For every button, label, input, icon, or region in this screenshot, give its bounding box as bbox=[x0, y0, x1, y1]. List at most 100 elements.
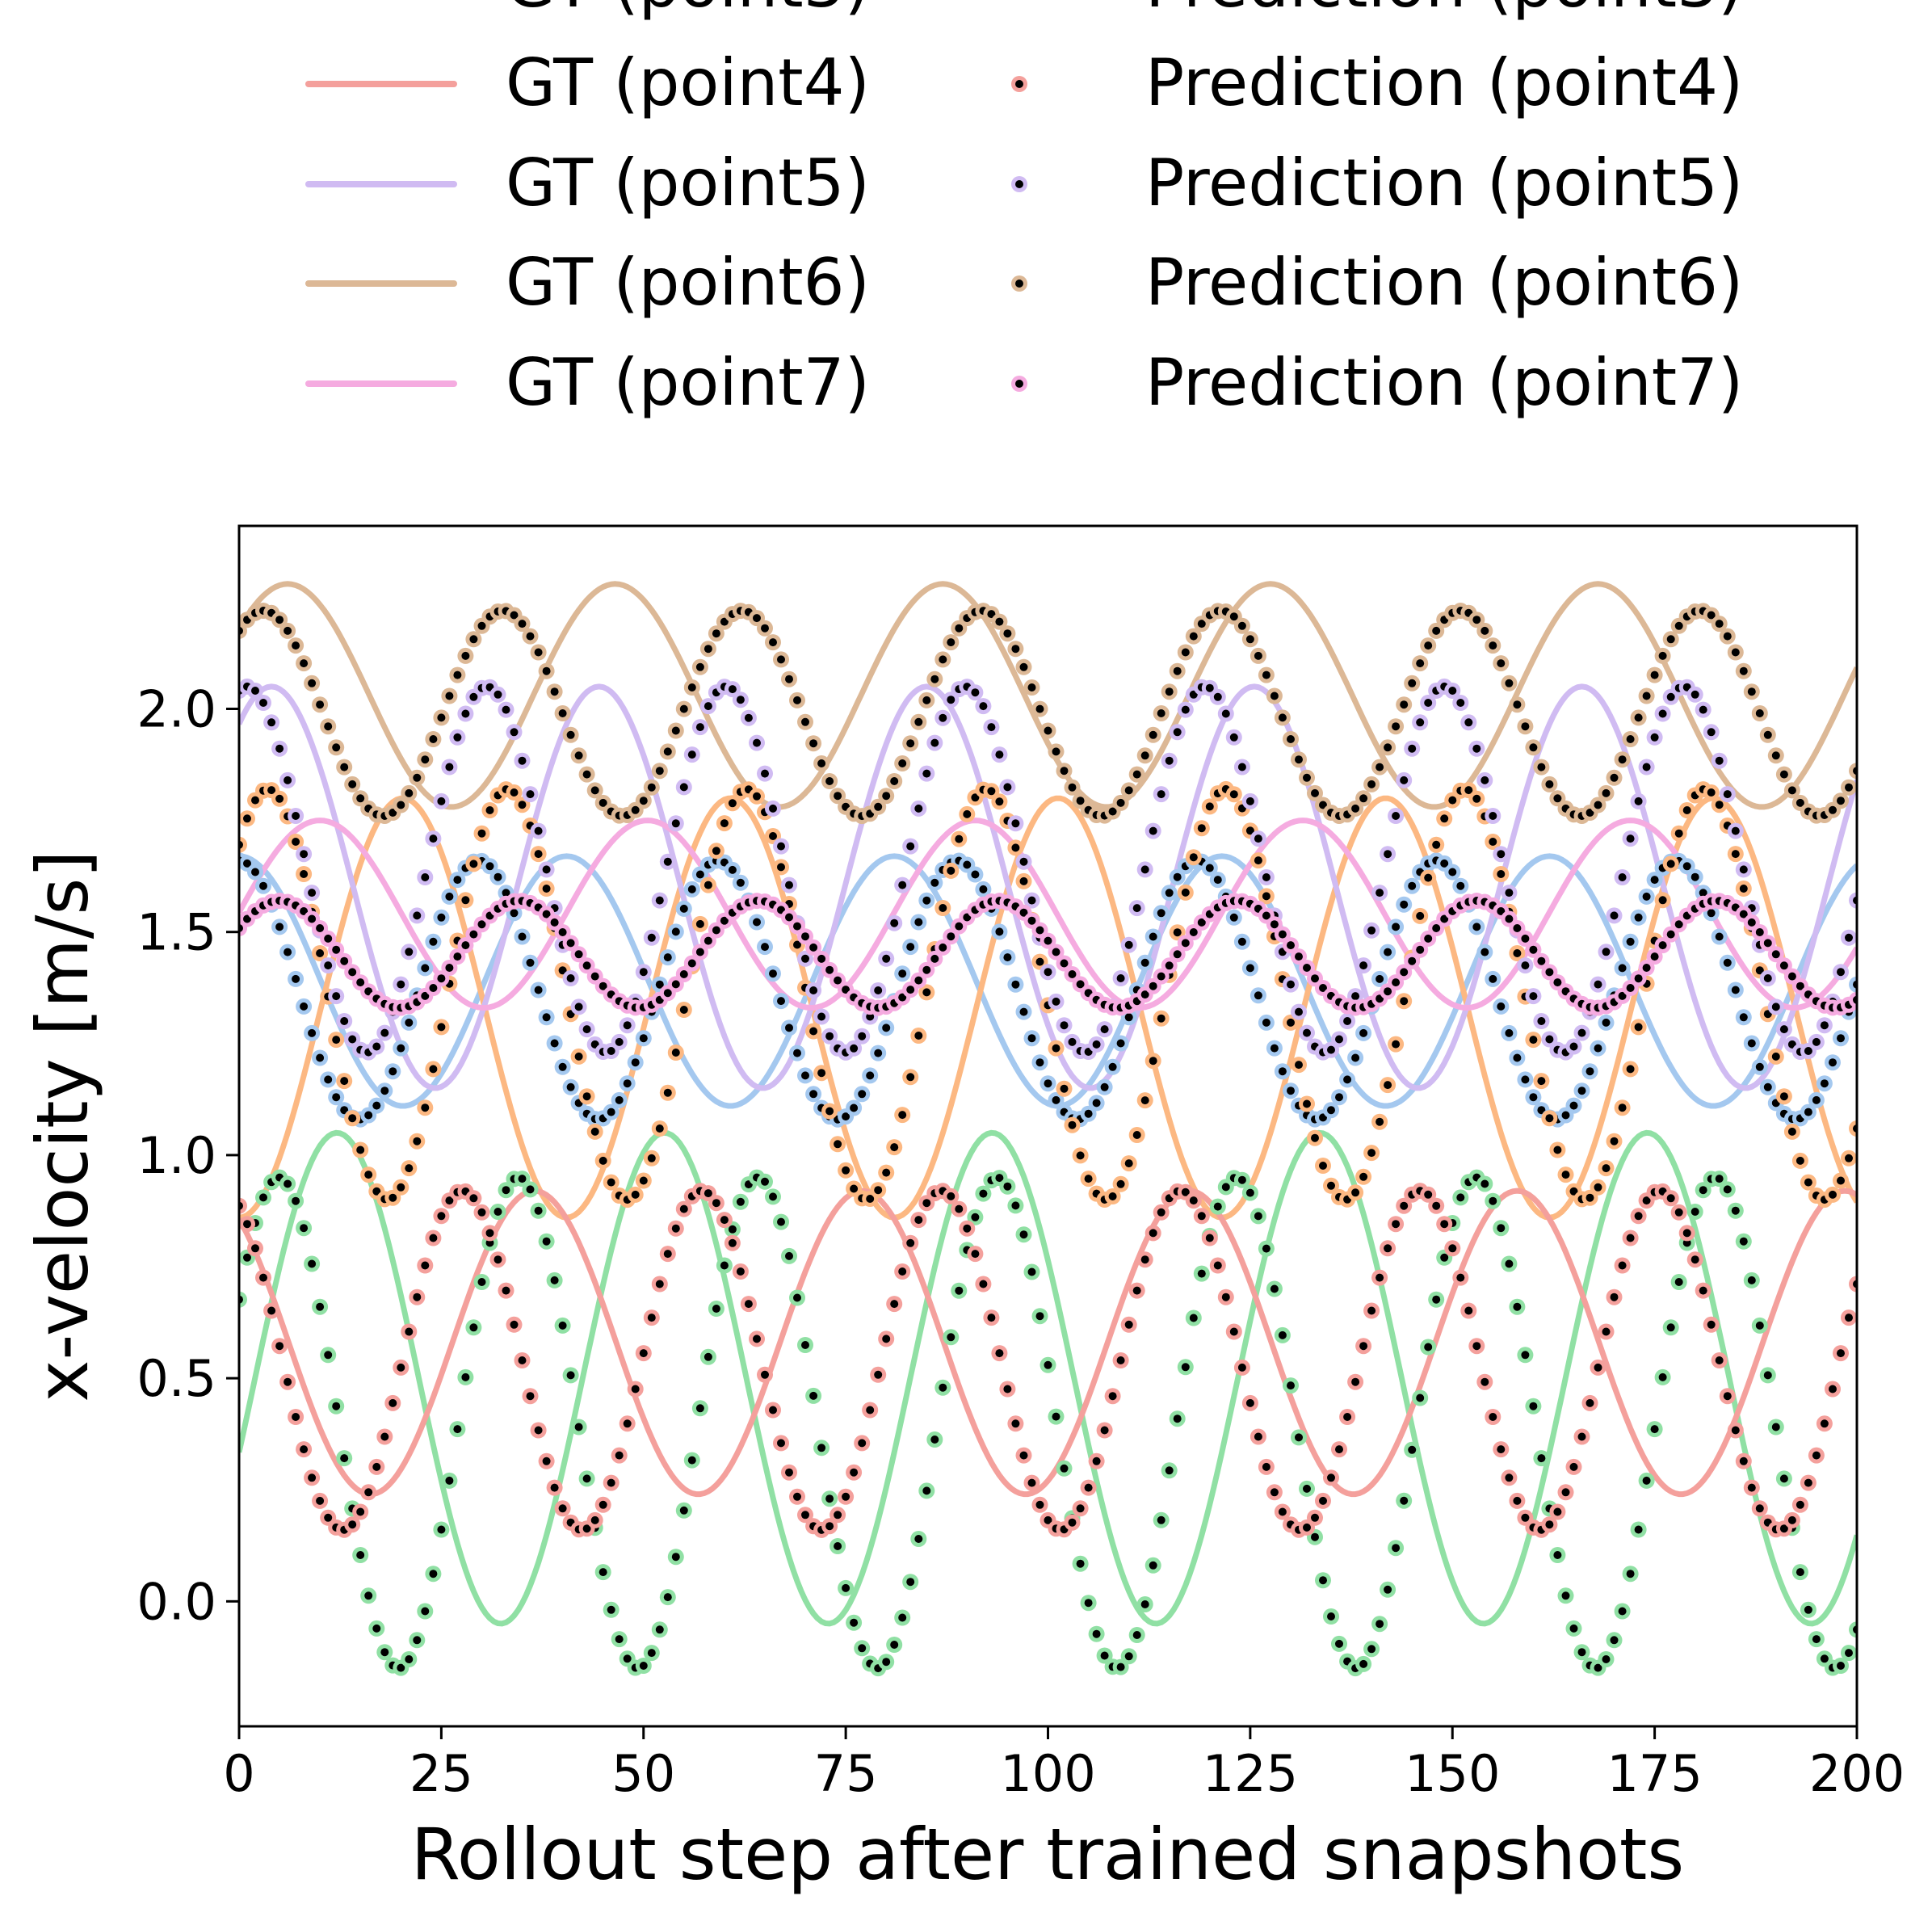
pred-point-core-point3 bbox=[340, 1454, 349, 1463]
pred-point-core-point5 bbox=[1011, 819, 1020, 828]
pred-point-core-point5 bbox=[1351, 992, 1360, 1001]
pred-point-core-point1 bbox=[663, 953, 672, 962]
pred-point-core-point1 bbox=[1763, 1082, 1772, 1091]
pred-point-core-point1 bbox=[1513, 1053, 1522, 1062]
pred-point-core-point7 bbox=[1521, 934, 1530, 943]
pred-point-core-point3 bbox=[607, 1605, 615, 1614]
pred-point-core-point5 bbox=[930, 738, 939, 747]
pred-point-core-point2 bbox=[348, 1114, 357, 1123]
pred-point-core-point2 bbox=[316, 949, 325, 957]
pred-point-core-point2 bbox=[251, 796, 259, 805]
pred-point-core-point6 bbox=[1052, 747, 1060, 756]
pred-point-core-point5 bbox=[405, 948, 414, 956]
pred-point-core-point3 bbox=[1561, 1591, 1570, 1600]
pred-point-core-point4 bbox=[1715, 1356, 1724, 1364]
pred-point-core-point5 bbox=[623, 1021, 632, 1030]
pred-point-core-point7 bbox=[1505, 914, 1514, 923]
pred-point-core-point7 bbox=[429, 984, 438, 992]
pred-point-core-point4 bbox=[1521, 1513, 1530, 1522]
pred-point-core-point6 bbox=[1723, 632, 1732, 641]
pred-point-core-point5 bbox=[1400, 776, 1409, 784]
legend-gt-label: GT (point6) bbox=[506, 245, 870, 320]
pred-point-core-point2 bbox=[1052, 1044, 1060, 1053]
pred-point-core-point1 bbox=[558, 1062, 567, 1071]
pred-point-core-point7 bbox=[461, 941, 470, 950]
pred-point-core-point4 bbox=[437, 1212, 446, 1221]
pred-point-core-point4 bbox=[1124, 1320, 1133, 1329]
pred-point-core-point1 bbox=[1650, 876, 1659, 885]
pred-point-core-point2 bbox=[898, 1111, 907, 1120]
pred-point-core-point1 bbox=[1561, 1111, 1570, 1120]
pred-point-core-point5 bbox=[753, 738, 761, 747]
pred-point-core-point3 bbox=[736, 1197, 745, 1206]
pred-point-core-point5 bbox=[1019, 857, 1028, 866]
pred-point-core-point5 bbox=[259, 699, 267, 707]
pred-point-core-point4 bbox=[1690, 1255, 1699, 1264]
pred-point-core-point1 bbox=[243, 859, 251, 868]
pred-point-core-point3 bbox=[534, 1206, 543, 1215]
pred-point-core-point7 bbox=[1537, 956, 1546, 965]
pred-point-core-point4 bbox=[1787, 1515, 1796, 1524]
pred-point-core-point4 bbox=[251, 1244, 259, 1253]
pred-point-core-point3 bbox=[1642, 1476, 1651, 1485]
pred-point-core-point1 bbox=[639, 1034, 648, 1043]
pred-point-core-point7 bbox=[1197, 918, 1206, 927]
pred-point-core-point1 bbox=[1335, 1093, 1343, 1102]
pred-point-core-point4 bbox=[1157, 1208, 1166, 1217]
pred-point-core-point4 bbox=[1505, 1473, 1514, 1482]
pred-point-core-point4 bbox=[607, 1478, 615, 1487]
pred-point-core-point2 bbox=[655, 1124, 664, 1133]
pred-point-core-point5 bbox=[1497, 850, 1506, 859]
pred-point-core-point7 bbox=[963, 913, 972, 922]
pred-point-core-point3 bbox=[1690, 1208, 1699, 1216]
pred-point-core-point5 bbox=[300, 850, 309, 859]
pred-point-core-point4 bbox=[1359, 1342, 1368, 1351]
pred-point-core-point3 bbox=[243, 1253, 251, 1262]
pred-point-core-point3 bbox=[801, 1341, 809, 1349]
legend-pred-label: Prediction (point5) bbox=[1145, 145, 1743, 221]
pred-point-core-point6 bbox=[308, 679, 317, 687]
pred-point-core-point5 bbox=[1602, 948, 1611, 956]
pred-point-core-point6 bbox=[769, 638, 777, 647]
pred-point-core-point3 bbox=[1044, 1360, 1052, 1369]
pred-point-core-point1 bbox=[510, 909, 519, 918]
pred-point-core-point7 bbox=[1787, 972, 1796, 981]
pred-point-core-point3 bbox=[785, 1251, 793, 1260]
pred-point-core-point3 bbox=[1618, 1607, 1627, 1616]
pred-point-core-point6 bbox=[1674, 621, 1683, 630]
pred-point-core-point4 bbox=[1027, 1478, 1036, 1487]
pred-point-core-point3 bbox=[1837, 1662, 1845, 1670]
pred-point-core-point1 bbox=[1400, 900, 1409, 909]
pred-point-core-point7 bbox=[1513, 924, 1522, 932]
pred-point-core-point5 bbox=[397, 980, 405, 989]
pred-point-core-point6 bbox=[1779, 770, 1788, 779]
pred-point-core-point1 bbox=[526, 958, 535, 967]
pred-point-core-point4 bbox=[316, 1496, 325, 1505]
pred-point-core-point7 bbox=[469, 930, 478, 939]
pred-point-core-point2 bbox=[421, 1103, 430, 1112]
legend-gt-label: GT (point3) bbox=[506, 0, 870, 22]
pred-point-core-point5 bbox=[1472, 744, 1481, 753]
pred-point-core-point6 bbox=[753, 614, 761, 623]
pred-point-core-point4 bbox=[825, 1522, 834, 1531]
pred-point-core-point4 bbox=[1666, 1194, 1675, 1203]
pred-point-core-point7 bbox=[1181, 939, 1190, 948]
pred-point-core-point4 bbox=[1561, 1488, 1570, 1497]
pred-point-core-point6 bbox=[817, 759, 826, 767]
pred-point-core-point7 bbox=[801, 932, 809, 941]
pred-point-core-point3 bbox=[1513, 1302, 1522, 1311]
pred-point-core-point2 bbox=[631, 1190, 640, 1199]
pred-point-core-point3 bbox=[542, 1237, 551, 1246]
pred-point-core-point5 bbox=[413, 911, 422, 920]
pred-point-core-point3 bbox=[939, 1383, 947, 1392]
pred-point-core-point1 bbox=[518, 932, 527, 941]
pred-point-core-point5 bbox=[542, 865, 551, 874]
pred-point-core-point6 bbox=[679, 704, 688, 713]
pred-point-core-point3 bbox=[518, 1175, 527, 1183]
pred-point-core-point2 bbox=[356, 1145, 365, 1154]
pred-point-core-point4 bbox=[372, 1462, 381, 1471]
pred-point-core-point6 bbox=[413, 773, 422, 782]
pred-point-core-point3 bbox=[1303, 1484, 1311, 1493]
pred-point-core-point5 bbox=[1359, 961, 1368, 970]
pred-point-core-point5 bbox=[1820, 1021, 1829, 1030]
